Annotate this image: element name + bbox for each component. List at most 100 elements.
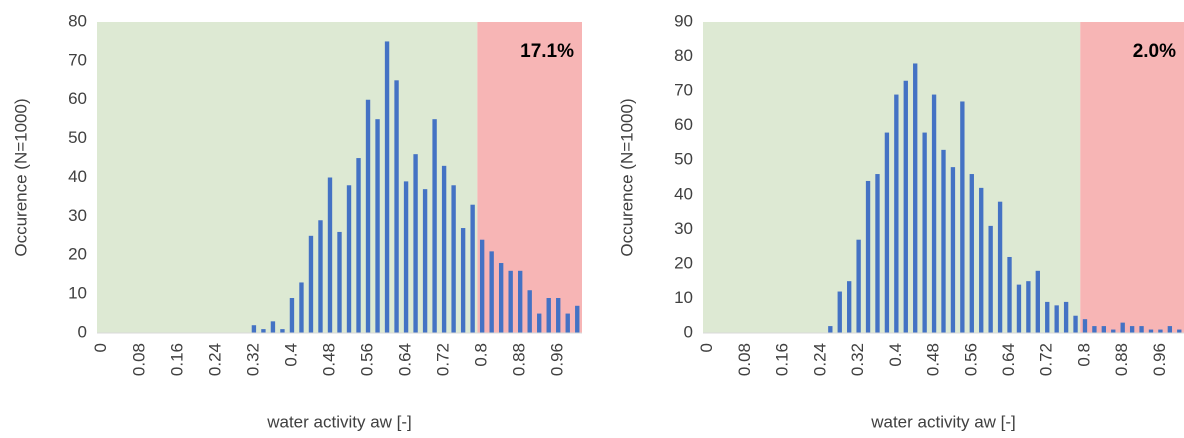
bar — [922, 132, 927, 333]
x-tick-label: 0.96 — [1150, 343, 1169, 376]
bar — [394, 80, 399, 333]
x-tick-label: 0.24 — [205, 343, 224, 376]
bar — [913, 63, 918, 333]
bar — [546, 298, 551, 333]
bar — [251, 325, 257, 333]
x-tick-label: 0 — [91, 343, 110, 352]
bar — [1007, 256, 1012, 333]
bar — [1101, 326, 1107, 333]
bar — [969, 174, 974, 333]
bar — [479, 239, 485, 333]
x-tick-label: 0.32 — [848, 343, 867, 376]
bar — [997, 201, 1003, 333]
bar — [1167, 326, 1173, 333]
y-tick-label: 90 — [674, 11, 693, 30]
bar — [575, 305, 580, 333]
bar — [988, 225, 993, 333]
y-tick-label: 20 — [68, 245, 87, 264]
bar — [565, 313, 570, 333]
x-tick-label: 0.4 — [281, 343, 300, 367]
x-tick-label: 0.64 — [999, 343, 1018, 376]
y-tick-label: 50 — [68, 128, 87, 147]
bar — [1035, 270, 1040, 333]
bar — [403, 181, 409, 333]
bar — [1177, 329, 1182, 333]
bar — [931, 94, 937, 333]
x-tick-label: 0.48 — [319, 343, 338, 376]
bar — [299, 282, 304, 333]
x-tick-label: 0.08 — [129, 343, 148, 376]
bar — [1129, 326, 1135, 333]
bar — [432, 119, 437, 333]
y-tick-label: 10 — [68, 284, 87, 303]
safe-region — [703, 22, 1081, 333]
bar — [517, 270, 523, 333]
bar — [365, 99, 371, 333]
bar — [950, 167, 956, 333]
bar — [837, 291, 842, 333]
bar — [261, 329, 266, 333]
y-tick-label: 80 — [674, 46, 693, 65]
x-axis-title: water activity aw [-] — [266, 412, 412, 431]
x-tick-label: 0.96 — [548, 343, 567, 376]
bar — [1139, 326, 1144, 333]
bar — [903, 80, 908, 333]
bar — [537, 313, 542, 333]
bar — [527, 290, 532, 333]
bar — [318, 220, 323, 333]
annotation: 17.1% — [520, 41, 574, 62]
y-tick-label: 40 — [674, 184, 693, 203]
bar — [441, 165, 447, 333]
annotation: 2.0% — [1133, 41, 1176, 62]
y-axis-title: Occurence (N=1000) — [617, 98, 636, 256]
bar — [828, 326, 833, 333]
bar — [337, 231, 342, 333]
bar — [1073, 315, 1078, 333]
bar — [865, 180, 871, 333]
bar — [346, 185, 352, 333]
x-tick-label: 0.72 — [1037, 343, 1056, 376]
bar — [894, 94, 899, 333]
bar — [308, 235, 314, 333]
bar — [289, 298, 295, 333]
bar — [280, 329, 285, 333]
x-tick-label: 0.24 — [810, 343, 829, 376]
bar — [1045, 301, 1050, 333]
y-axis-title: Occurence (N=1000) — [11, 98, 30, 256]
bar — [1092, 326, 1097, 333]
x-tick-label: 0.8 — [472, 343, 491, 367]
x-tick-label: 0.56 — [358, 343, 377, 376]
x-tick-label: 0.72 — [434, 343, 453, 376]
bar — [327, 177, 333, 333]
y-tick-label: 50 — [674, 150, 693, 169]
y-tick-label: 60 — [674, 115, 693, 134]
x-tick-label: 0.08 — [735, 343, 754, 376]
bar — [1120, 322, 1125, 333]
x-tick-label: 0 — [697, 343, 716, 352]
bar — [384, 41, 390, 333]
bar — [422, 189, 428, 333]
bar — [1111, 329, 1116, 333]
x-tick-label: 0.64 — [396, 343, 415, 376]
bar — [979, 187, 984, 333]
x-tick-label: 0.8 — [1074, 343, 1093, 367]
y-tick-label: 10 — [674, 288, 693, 307]
y-tick-label: 80 — [68, 11, 87, 30]
bar — [1063, 301, 1069, 333]
x-tick-label: 0.16 — [167, 343, 186, 376]
bar — [856, 239, 861, 333]
x-tick-label: 0.48 — [924, 343, 943, 376]
x-tick-label: 0.16 — [773, 343, 792, 376]
bar — [270, 321, 276, 333]
bar — [1082, 319, 1088, 333]
bar — [556, 298, 561, 333]
bar — [451, 185, 456, 333]
bar — [356, 158, 361, 333]
y-tick-label: 70 — [68, 50, 87, 69]
bar — [847, 281, 852, 333]
y-tick-label: 30 — [68, 206, 87, 225]
x-tick-label: 0.32 — [243, 343, 262, 376]
y-tick-label: 0 — [684, 322, 693, 341]
bar — [489, 251, 494, 333]
